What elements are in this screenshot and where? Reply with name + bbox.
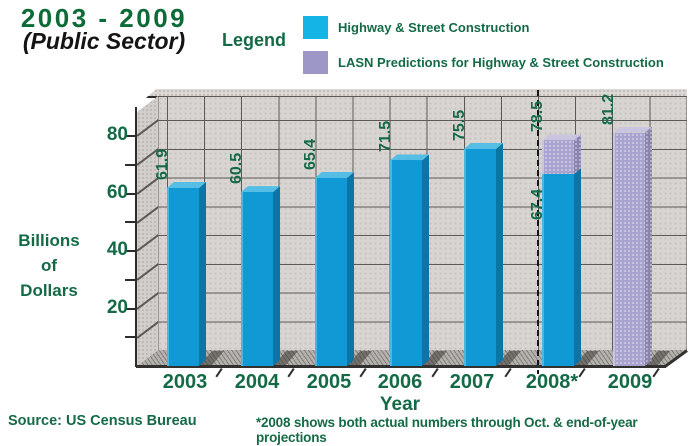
bar-2005-actual [315,177,347,366]
y-axis-tick-label: 60 [106,181,128,203]
plot-floor-front-edge [136,365,666,368]
bar-value-label: 75.5 [451,109,468,141]
x-axis-category-label: 2008* [525,371,579,393]
bar-2007-actual-side [496,143,503,366]
bar-2006-actual [390,160,422,366]
legend-item-actual: Highway & Street Construction [303,16,529,40]
legend-title: Legend [222,30,287,50]
bar-2008*-prediction [542,140,574,175]
bar-2006-actual-side [422,154,429,366]
y-axis-tick [125,135,136,137]
bar-value-label: 65.4 [302,138,319,170]
y-axis-title-line: Billions [18,231,80,250]
bar-2006-actual-top [390,154,429,160]
bar-2008*-prediction-top [542,134,581,140]
bar-2003-actual [167,188,199,366]
x-axis-category-label: 2009 [607,371,653,393]
x-axis-category-label: 2003 [162,371,208,393]
footnote: *2008 shows both actual numbers through … [256,415,638,445]
bar-2008*-actual-side [574,166,581,366]
y-axis-tick-label: 40 [106,239,128,260]
bar-2004-actual-top [241,186,280,192]
legend-item-prediction: LASN Predictions for Highway & Street Co… [303,51,664,75]
bar-2008*-prediction-side [574,134,581,174]
legend-swatch-actual-icon [303,16,328,39]
bar-2004-actual [241,192,273,366]
x-axis-title: Year [379,394,421,415]
x-axis-category-label: 2005 [306,371,352,393]
x-axis-category-label: 2004 [234,371,280,393]
bar-value-label: 67.4 [529,189,546,221]
bar-2004-actual-side [273,186,280,366]
prediction-separator-line [536,90,539,374]
bar-2009-prediction [613,132,645,366]
bar-2003-actual-side [199,182,206,366]
page-title: 2003 - 2009 [20,3,188,33]
bar-value-label: 81.2 [600,93,617,125]
y-axis-title-line: Dollars [20,281,78,300]
bar-value-label: 78.5 [529,101,546,133]
y-axis-tick-label: 80 [106,124,128,145]
y-axis-title-line: of [40,256,58,275]
bar-2005-actual-side [347,172,354,366]
y-axis-tick [125,307,136,310]
source-note: Source: US Census Bureau [8,413,197,429]
y-axis-tick [125,336,136,339]
bar-value-label: 71.5 [377,121,394,153]
bar-value-label: 60.5 [228,152,245,185]
y-axis-tick-label: 20 [106,296,128,318]
bar-2007-actual-top [464,143,503,149]
x-axis-category-label: 2007 [449,371,495,393]
page-subtitle: (Public Sector) [22,28,186,54]
y-axis-tick [125,192,136,195]
bar-2009-prediction-top [613,127,652,133]
y-axis-title: Billions of Dollars [10,228,88,303]
y-axis-tick [125,278,136,281]
bar-2005-actual-top [315,172,354,178]
y-axis-tick [125,250,136,252]
plot-left-wall [137,96,158,366]
bar-2008*-actual [542,172,574,366]
bar-2007-actual [464,148,496,366]
legend-swatch-prediction-icon [303,51,328,74]
y-axis-tick [125,163,136,166]
bar-2003-actual-top [167,182,206,188]
legend-item-label: Highway & Street Construction [338,20,530,35]
y-axis-line [134,107,137,367]
y-axis-tick [125,221,136,224]
x-axis-category-label: 2006 [377,371,423,393]
legend-item-label: LASN Predictions for Highway & Street Co… [338,55,664,70]
bar-value-label: 61.9 [154,148,171,181]
bar-2009-prediction-side [645,127,652,366]
